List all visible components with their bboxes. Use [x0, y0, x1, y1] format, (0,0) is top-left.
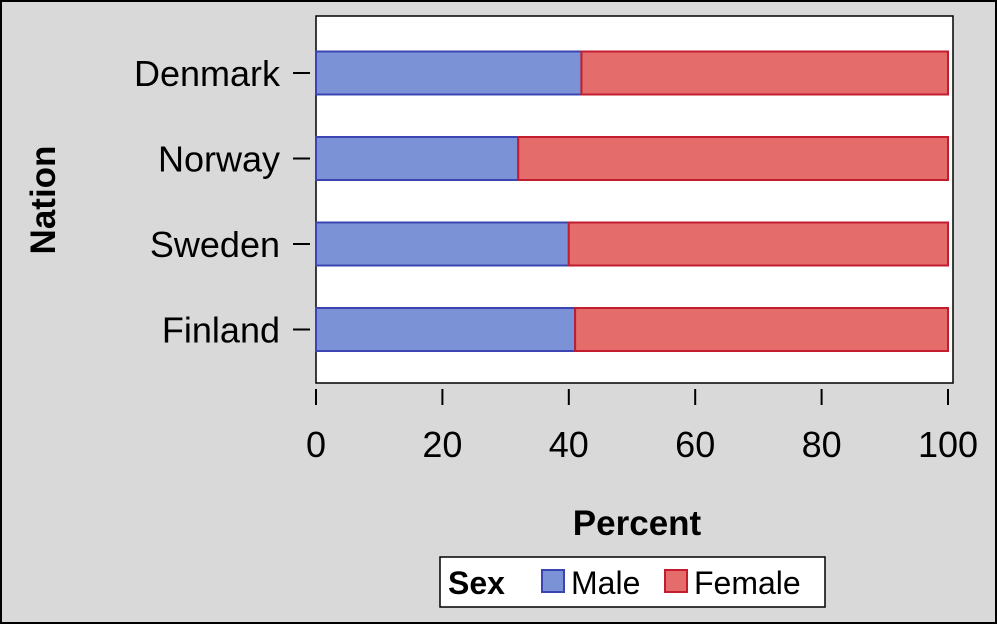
- y-tick-label: Finland: [162, 310, 280, 351]
- bar-female-norway: [517, 136, 949, 181]
- bar-male-denmark: [315, 50, 583, 96]
- x-tick-label: 100: [918, 424, 978, 465]
- x-axis-title: Percent: [573, 504, 702, 543]
- legend-label-male: Male: [571, 565, 640, 601]
- y-axis: Denmark Norway Sweden Finland: [134, 53, 310, 351]
- bar-female-finland: [574, 307, 949, 352]
- legend-title: Sex: [448, 565, 505, 601]
- y-axis-title: Nation: [24, 146, 63, 255]
- bars-group: [315, 50, 949, 352]
- legend-frame: [439, 556, 826, 608]
- legend-swatch-male: [541, 569, 565, 593]
- x-tick-label: 20: [422, 424, 462, 465]
- x-tick-label: 60: [675, 424, 715, 465]
- bar-female-sweden: [567, 221, 949, 267]
- bar-male-sweden: [315, 221, 570, 267]
- legend-swatch-female: [664, 569, 688, 593]
- x-tick-label: 0: [306, 424, 326, 465]
- legend: Sex Male Female: [439, 556, 826, 608]
- x-axis: 0 20 40 60 80 100: [306, 389, 978, 465]
- x-tick-label: 80: [802, 424, 842, 465]
- legend-label-female: Female: [694, 565, 801, 601]
- bar-male-finland: [315, 307, 577, 352]
- bar-female-denmark: [580, 50, 949, 96]
- bar-male-norway: [315, 136, 520, 181]
- y-tick-label: Sweden: [150, 224, 280, 265]
- y-tick-label: Denmark: [134, 53, 281, 94]
- y-tick-label: Norway: [158, 139, 280, 180]
- x-tick-label: 40: [549, 424, 589, 465]
